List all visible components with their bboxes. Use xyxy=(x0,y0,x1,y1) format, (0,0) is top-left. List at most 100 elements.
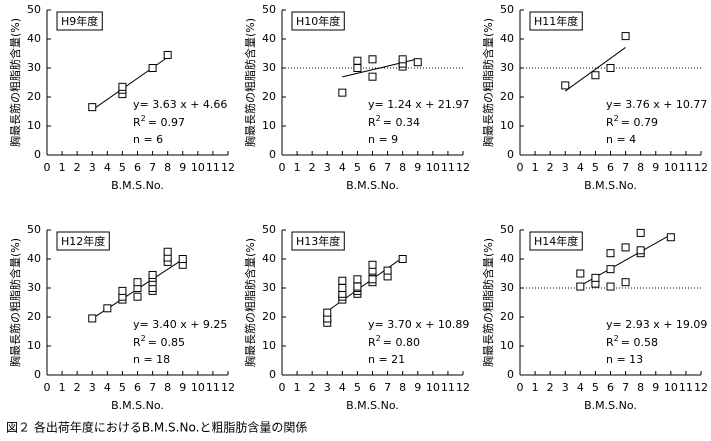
panel-title: H10年度 xyxy=(296,14,340,28)
r2-base: R xyxy=(133,116,141,129)
x-tick-label: 8 xyxy=(164,161,171,174)
n-count: n = 6 xyxy=(133,133,163,146)
x-tick-label: 3 xyxy=(562,381,569,394)
point xyxy=(323,308,332,317)
y-tick-label: 20 xyxy=(27,90,41,103)
x-tick-label: 5 xyxy=(592,161,599,174)
y-axis-label: 胸最長筋の粗脂肪含量(%) xyxy=(243,238,257,367)
x-tick-label: 11 xyxy=(679,161,693,174)
y-tick-label: 0 xyxy=(34,148,41,161)
x-tick-label: 0 xyxy=(279,161,286,174)
r2-base: R xyxy=(606,116,614,129)
y-tick-label: 0 xyxy=(507,368,514,381)
r2-value: = 0.34 xyxy=(383,116,420,129)
x-tick-label: 2 xyxy=(309,381,316,394)
x-tick-label: 9 xyxy=(179,381,186,394)
x-tick-label: 2 xyxy=(74,381,81,394)
x-tick-label: 5 xyxy=(592,381,599,394)
point xyxy=(636,246,645,255)
x-tick-label: 0 xyxy=(44,381,51,394)
r2-exponent: 2 xyxy=(376,114,381,123)
y-tick-label: 30 xyxy=(500,61,514,74)
point xyxy=(118,82,127,91)
title-box xyxy=(529,231,583,251)
y-axis-label: 胸最長筋の粗脂肪含量(%) xyxy=(481,238,495,367)
point xyxy=(383,266,392,275)
point xyxy=(606,249,615,258)
y-tick-label: 30 xyxy=(27,61,41,74)
x-tick-label: 7 xyxy=(384,161,391,174)
x-axis-label: B.M.S.No. xyxy=(111,179,164,192)
y-axis-label: 胸最長筋の粗脂肪含量(%) xyxy=(243,18,257,147)
y-tick-label: 40 xyxy=(27,32,41,45)
y-tick-label: 50 xyxy=(27,223,41,236)
x-tick-label: 7 xyxy=(622,381,629,394)
y-tick-label: 20 xyxy=(262,90,276,103)
x-tick-label: 3 xyxy=(89,381,96,394)
point xyxy=(621,278,630,287)
y-tick-label: 20 xyxy=(500,90,514,103)
x-tick-label: 5 xyxy=(119,381,126,394)
n-count: n = 18 xyxy=(133,353,170,366)
x-axis-label: B.M.S.No. xyxy=(584,179,637,192)
y-tick-label: 10 xyxy=(262,339,276,352)
x-tick-label: 6 xyxy=(134,161,141,174)
equation: y= 3.76 x + 10.77 xyxy=(606,98,707,111)
x-tick-label: 11 xyxy=(441,161,455,174)
x-tick-label: 0 xyxy=(279,381,286,394)
point xyxy=(353,275,362,284)
n-count: n = 13 xyxy=(606,353,643,366)
y-tick-label: 40 xyxy=(500,32,514,45)
point xyxy=(163,50,172,59)
point xyxy=(576,282,585,291)
x-tick-label: 12 xyxy=(221,161,235,174)
x-tick-label: 3 xyxy=(324,381,331,394)
x-tick-label: 0 xyxy=(517,161,524,174)
x-tick-label: 6 xyxy=(369,381,376,394)
x-tick-label: 8 xyxy=(399,381,406,394)
title-box xyxy=(56,231,110,251)
panel-title: H12年度 xyxy=(61,234,105,248)
point xyxy=(338,276,347,285)
r2-exponent: 2 xyxy=(376,334,381,343)
y-axis-label: 胸最長筋の粗脂肪含量(%) xyxy=(8,18,22,147)
y-tick-label: 20 xyxy=(262,310,276,323)
r-squared: R2 = 0.97 xyxy=(133,114,185,130)
x-tick-label: 5 xyxy=(119,161,126,174)
point xyxy=(338,88,347,97)
y-tick-label: 10 xyxy=(500,339,514,352)
point xyxy=(666,233,675,242)
y-tick-label: 30 xyxy=(262,281,276,294)
x-tick-label: 9 xyxy=(652,161,659,174)
x-tick-label: 11 xyxy=(441,381,455,394)
equation: y= 2.93 x + 19.09 xyxy=(606,318,707,331)
y-tick-label: 0 xyxy=(34,368,41,381)
y-tick-label: 40 xyxy=(262,252,276,265)
y-tick-label: 10 xyxy=(27,119,41,132)
point xyxy=(591,273,600,282)
y-tick-label: 0 xyxy=(269,368,276,381)
equation: y= 3.63 x + 4.66 xyxy=(133,98,227,111)
point xyxy=(338,284,347,292)
y-tick-label: 40 xyxy=(262,32,276,45)
x-tick-label: 9 xyxy=(414,381,421,394)
point xyxy=(591,71,600,80)
x-tick-label: 3 xyxy=(562,161,569,174)
x-tick-label: 12 xyxy=(456,381,470,394)
x-tick-label: 8 xyxy=(164,381,171,394)
r2-base: R xyxy=(606,336,614,349)
x-tick-label: 12 xyxy=(694,381,708,394)
point xyxy=(561,81,570,90)
x-tick-label: 6 xyxy=(607,161,614,174)
x-tick-label: 5 xyxy=(354,381,361,394)
point xyxy=(398,55,407,64)
x-tick-label: 3 xyxy=(89,161,96,174)
y-axis-label: 胸最長筋の粗脂肪含量(%) xyxy=(481,18,495,147)
y-tick-label: 30 xyxy=(27,281,41,294)
x-tick-label: 1 xyxy=(294,161,301,174)
x-tick-label: 4 xyxy=(577,161,584,174)
panel-title: H9年度 xyxy=(61,14,98,28)
point xyxy=(148,270,157,279)
point xyxy=(88,314,97,323)
